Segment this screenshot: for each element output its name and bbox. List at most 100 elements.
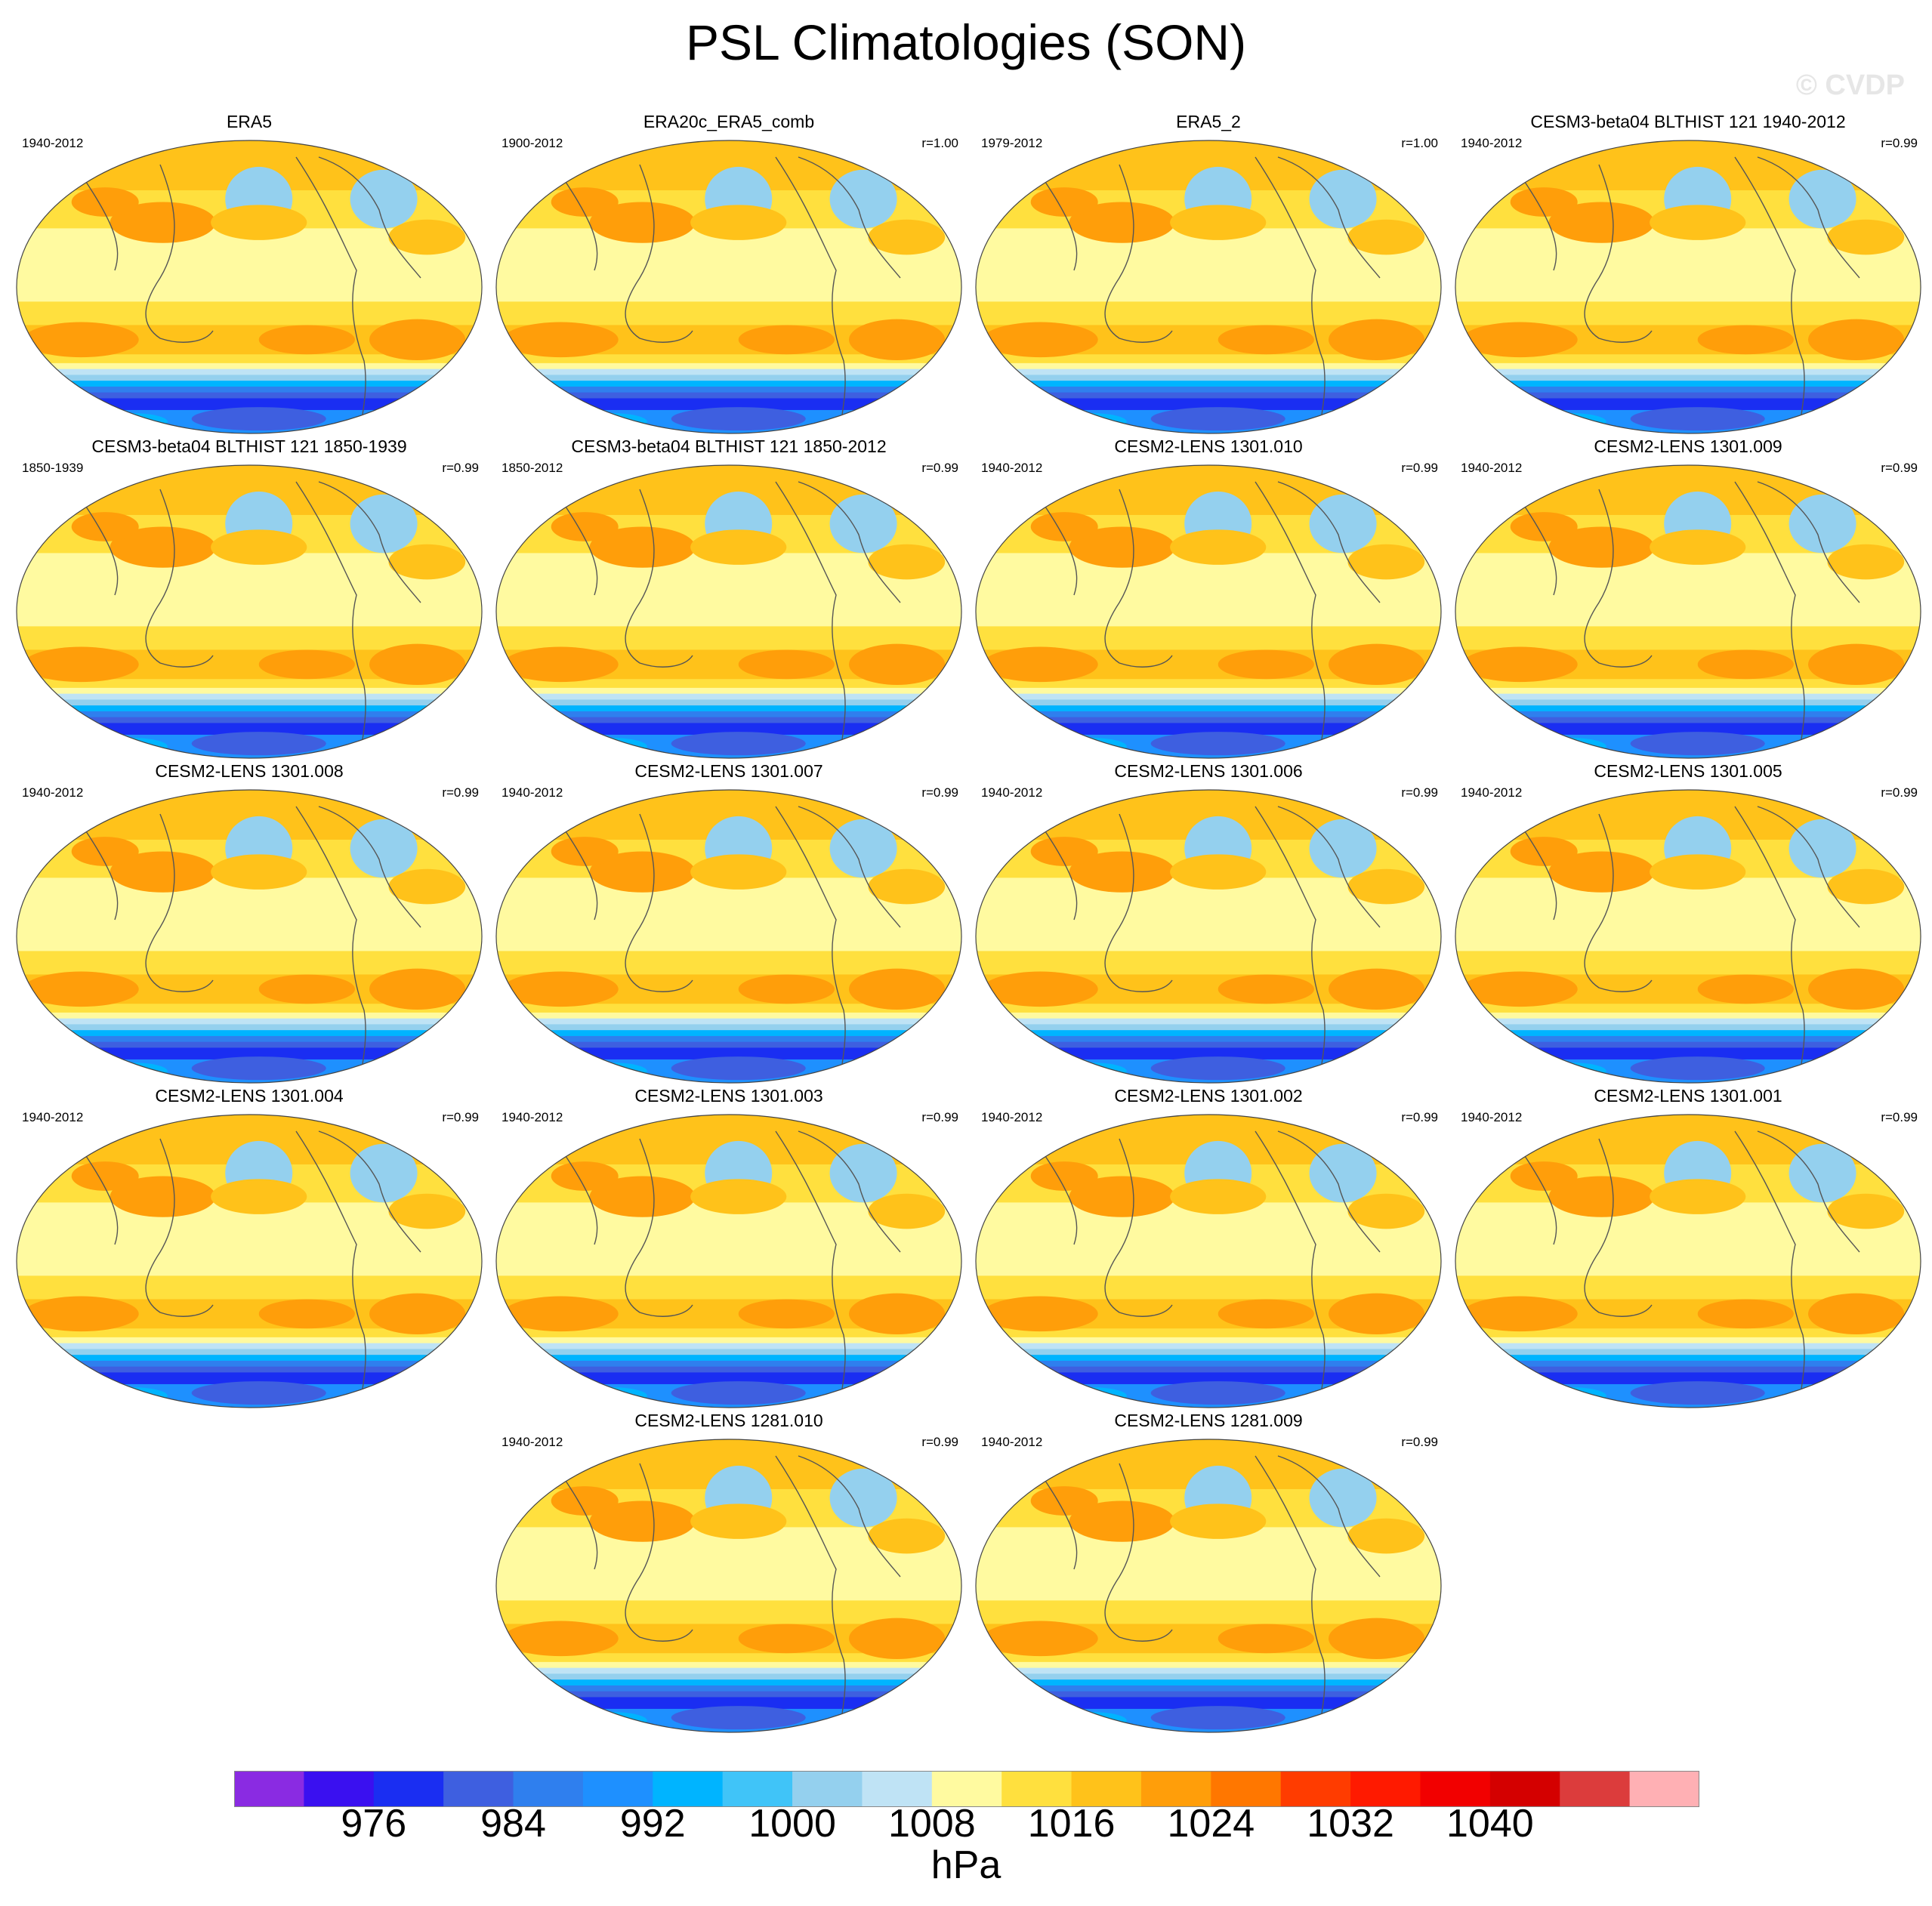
pressure-contour bbox=[1462, 971, 1578, 1007]
pressure-band bbox=[17, 1047, 482, 1060]
coastline bbox=[1757, 156, 1860, 279]
pressure-band bbox=[1455, 717, 1921, 724]
pressure-band bbox=[17, 1018, 482, 1025]
pressure-contour bbox=[1529, 737, 1606, 756]
pressure-band bbox=[976, 1343, 1441, 1350]
colorbar-swatch bbox=[1280, 1771, 1351, 1807]
map-outline bbox=[975, 140, 1442, 434]
pressure-contour bbox=[1650, 529, 1746, 565]
coastline bbox=[625, 813, 693, 992]
pressure-contour bbox=[388, 544, 466, 580]
pressure-contour bbox=[570, 1711, 647, 1730]
pressure-band bbox=[976, 258, 1441, 303]
coastline bbox=[563, 1153, 598, 1245]
map-outline bbox=[975, 1114, 1442, 1408]
pressure-contour bbox=[690, 205, 787, 240]
pressure-contour bbox=[868, 1518, 946, 1554]
coastline bbox=[775, 1130, 846, 1404]
pressure-band bbox=[976, 679, 1441, 689]
map-outline bbox=[495, 464, 962, 759]
colorbar-swatch bbox=[513, 1771, 584, 1807]
pressure-band bbox=[17, 1360, 482, 1368]
pressure-contour bbox=[1808, 968, 1905, 1010]
pressure-contour bbox=[211, 205, 307, 240]
pressure-contour bbox=[388, 868, 466, 905]
map-outline bbox=[975, 789, 1442, 1084]
world-map bbox=[16, 464, 483, 759]
coastline bbox=[1255, 156, 1326, 430]
colorbar-tick-label: 1016 bbox=[1027, 1802, 1116, 1846]
coastline bbox=[798, 156, 901, 279]
pressure-contour bbox=[1347, 868, 1425, 905]
coastlines bbox=[84, 806, 421, 1079]
coastline bbox=[145, 1138, 214, 1317]
coastline bbox=[1277, 1130, 1381, 1253]
map-panel: CESM3-beta04 BLTHIST 121 1940-2012 1940-… bbox=[1448, 112, 1928, 436]
coastline bbox=[84, 179, 119, 271]
contour-fill bbox=[17, 140, 482, 433]
pressure-contour bbox=[738, 1624, 835, 1654]
pressure-band bbox=[17, 705, 482, 712]
panel-title: ERA5_2 bbox=[1176, 112, 1241, 131]
coastlines bbox=[1043, 481, 1381, 754]
pressure-contour bbox=[551, 1486, 619, 1516]
colorbar-swatch bbox=[1071, 1771, 1142, 1807]
pressure-band bbox=[976, 1004, 1441, 1013]
coastlines bbox=[563, 1455, 901, 1729]
panel-correlation: r=0.99 bbox=[921, 1435, 958, 1449]
pressure-contour bbox=[738, 649, 835, 680]
pressure-contour bbox=[1126, 649, 1194, 674]
pressure-band bbox=[976, 699, 1441, 707]
pressure-contour bbox=[1030, 187, 1098, 217]
panel-correlation: r=0.99 bbox=[442, 785, 479, 800]
panel-correlation: r=0.99 bbox=[1401, 1435, 1438, 1449]
pressure-band bbox=[496, 1366, 961, 1374]
pressure-contour bbox=[551, 1161, 619, 1191]
pressure-band bbox=[496, 1018, 961, 1025]
coastlines bbox=[1043, 1455, 1381, 1729]
panel-years: 1940-2012 bbox=[1461, 461, 1523, 475]
pressure-contour bbox=[647, 974, 714, 998]
pressure-contour bbox=[1030, 837, 1098, 866]
pressure-contour bbox=[1606, 1299, 1674, 1323]
pressure-band bbox=[976, 711, 1441, 718]
coastline bbox=[1255, 1130, 1326, 1404]
pressure-band bbox=[496, 1697, 961, 1710]
pressure-band bbox=[17, 1232, 482, 1277]
pressure-contour bbox=[1170, 205, 1267, 240]
pressure-band bbox=[496, 1673, 961, 1681]
world-map bbox=[495, 140, 962, 434]
coastline bbox=[798, 481, 901, 603]
map-outline bbox=[1455, 464, 1921, 759]
coastline bbox=[1757, 481, 1860, 603]
pressure-contour bbox=[503, 971, 619, 1007]
pressure-contour bbox=[1788, 819, 1856, 878]
panel-years: 1940-2012 bbox=[981, 461, 1043, 475]
pressure-contour bbox=[211, 854, 307, 890]
coastline bbox=[625, 489, 693, 668]
coastline bbox=[1734, 1130, 1805, 1404]
panel-years: 1900-2012 bbox=[502, 136, 563, 150]
panel-years: 1940-2012 bbox=[22, 1110, 84, 1124]
pressure-band bbox=[17, 1355, 482, 1362]
pressure-band bbox=[1455, 1004, 1921, 1013]
pressure-contour bbox=[671, 1381, 806, 1405]
pressure-contour bbox=[1630, 407, 1765, 431]
pressure-contour bbox=[388, 219, 466, 255]
pressure-band bbox=[976, 907, 1441, 952]
pressure-contour bbox=[258, 974, 355, 1004]
pressure-contour bbox=[23, 646, 139, 683]
colorbar-swatch bbox=[1140, 1771, 1211, 1807]
coastline bbox=[295, 481, 366, 754]
panel-correlation: r=0.99 bbox=[921, 785, 958, 800]
panel-correlation: r=0.99 bbox=[1401, 461, 1438, 475]
world-map bbox=[1455, 1114, 1921, 1408]
pressure-band bbox=[1455, 1360, 1921, 1368]
pressure-band bbox=[496, 723, 961, 736]
panel-title: CESM2-LENS 1301.002 bbox=[1114, 1086, 1303, 1106]
pressure-band bbox=[496, 398, 961, 411]
coastline bbox=[1255, 481, 1326, 754]
pressure-band bbox=[17, 679, 482, 689]
pressure-band bbox=[17, 1041, 482, 1049]
pressure-contour bbox=[829, 494, 897, 554]
